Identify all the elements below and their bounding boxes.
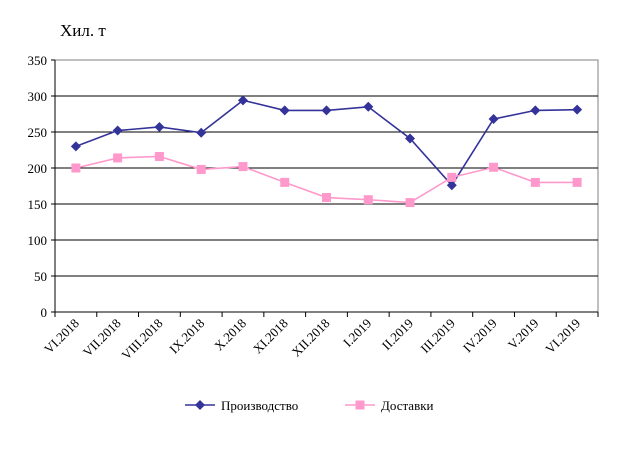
square-marker	[355, 400, 365, 410]
diamond-marker	[196, 127, 207, 138]
legend-item: Доставки	[345, 398, 434, 413]
square-marker	[489, 162, 499, 172]
y-tick-label: 250	[28, 125, 48, 140]
x-tick-label: XII.2018	[289, 316, 333, 360]
square-marker	[196, 164, 206, 174]
series-deliveries	[71, 151, 582, 208]
x-tick-label: IV.2019	[460, 316, 500, 356]
x-tick-label: IX.2018	[166, 316, 207, 357]
plot-area-border	[54, 59, 599, 313]
x-tick-label: V.2019	[505, 316, 542, 353]
diamond-marker	[530, 105, 541, 116]
diamond-marker	[321, 105, 332, 116]
square-marker	[447, 172, 457, 182]
x-tick-label: X.2018	[211, 316, 249, 354]
x-tick-label: II.2019	[379, 316, 416, 353]
diamond-marker	[237, 95, 248, 106]
diamond-marker	[446, 180, 457, 191]
y-tick-label: 200	[28, 161, 48, 176]
x-tick-label: I.2019	[340, 316, 374, 350]
square-marker	[363, 195, 373, 205]
y-tick-label: 50	[34, 269, 47, 284]
square-marker	[113, 153, 123, 163]
diamond-marker	[363, 101, 374, 112]
y-tick-label: 350	[28, 53, 48, 68]
y-tick-label: 100	[28, 233, 48, 248]
square-marker	[71, 163, 81, 173]
square-marker	[280, 177, 290, 187]
x-tick-label: VIII.2018	[118, 316, 165, 363]
y-axis-label: Хил. т	[60, 21, 106, 40]
y-tick-label: 0	[41, 305, 48, 320]
diamond-marker	[279, 105, 290, 116]
square-marker	[154, 151, 164, 161]
legend-label: Производство	[221, 398, 298, 413]
diamond-marker	[195, 400, 205, 410]
legend-item: Производство	[185, 398, 298, 413]
diamond-marker	[112, 125, 123, 136]
x-tick-label: VI.2019	[542, 316, 583, 357]
diamond-marker	[572, 104, 583, 115]
diamond-marker	[488, 114, 499, 125]
x-tick-label: XI.2018	[250, 316, 291, 357]
diamond-marker	[405, 133, 416, 144]
square-marker	[405, 198, 415, 208]
diamond-marker	[70, 141, 81, 152]
square-marker	[322, 193, 331, 203]
y-tick-label: 150	[28, 197, 48, 212]
x-tick-label: III.2019	[417, 316, 457, 356]
series-production	[70, 95, 583, 191]
square-marker	[572, 177, 582, 187]
square-marker	[530, 177, 540, 187]
x-tick-label: VI.2018	[41, 316, 82, 357]
x-tick-label: VII.2018	[80, 316, 124, 360]
diamond-marker	[154, 121, 165, 132]
legend-label: Доставки	[381, 398, 434, 413]
square-marker	[238, 162, 248, 172]
y-tick-label: 300	[28, 89, 48, 104]
